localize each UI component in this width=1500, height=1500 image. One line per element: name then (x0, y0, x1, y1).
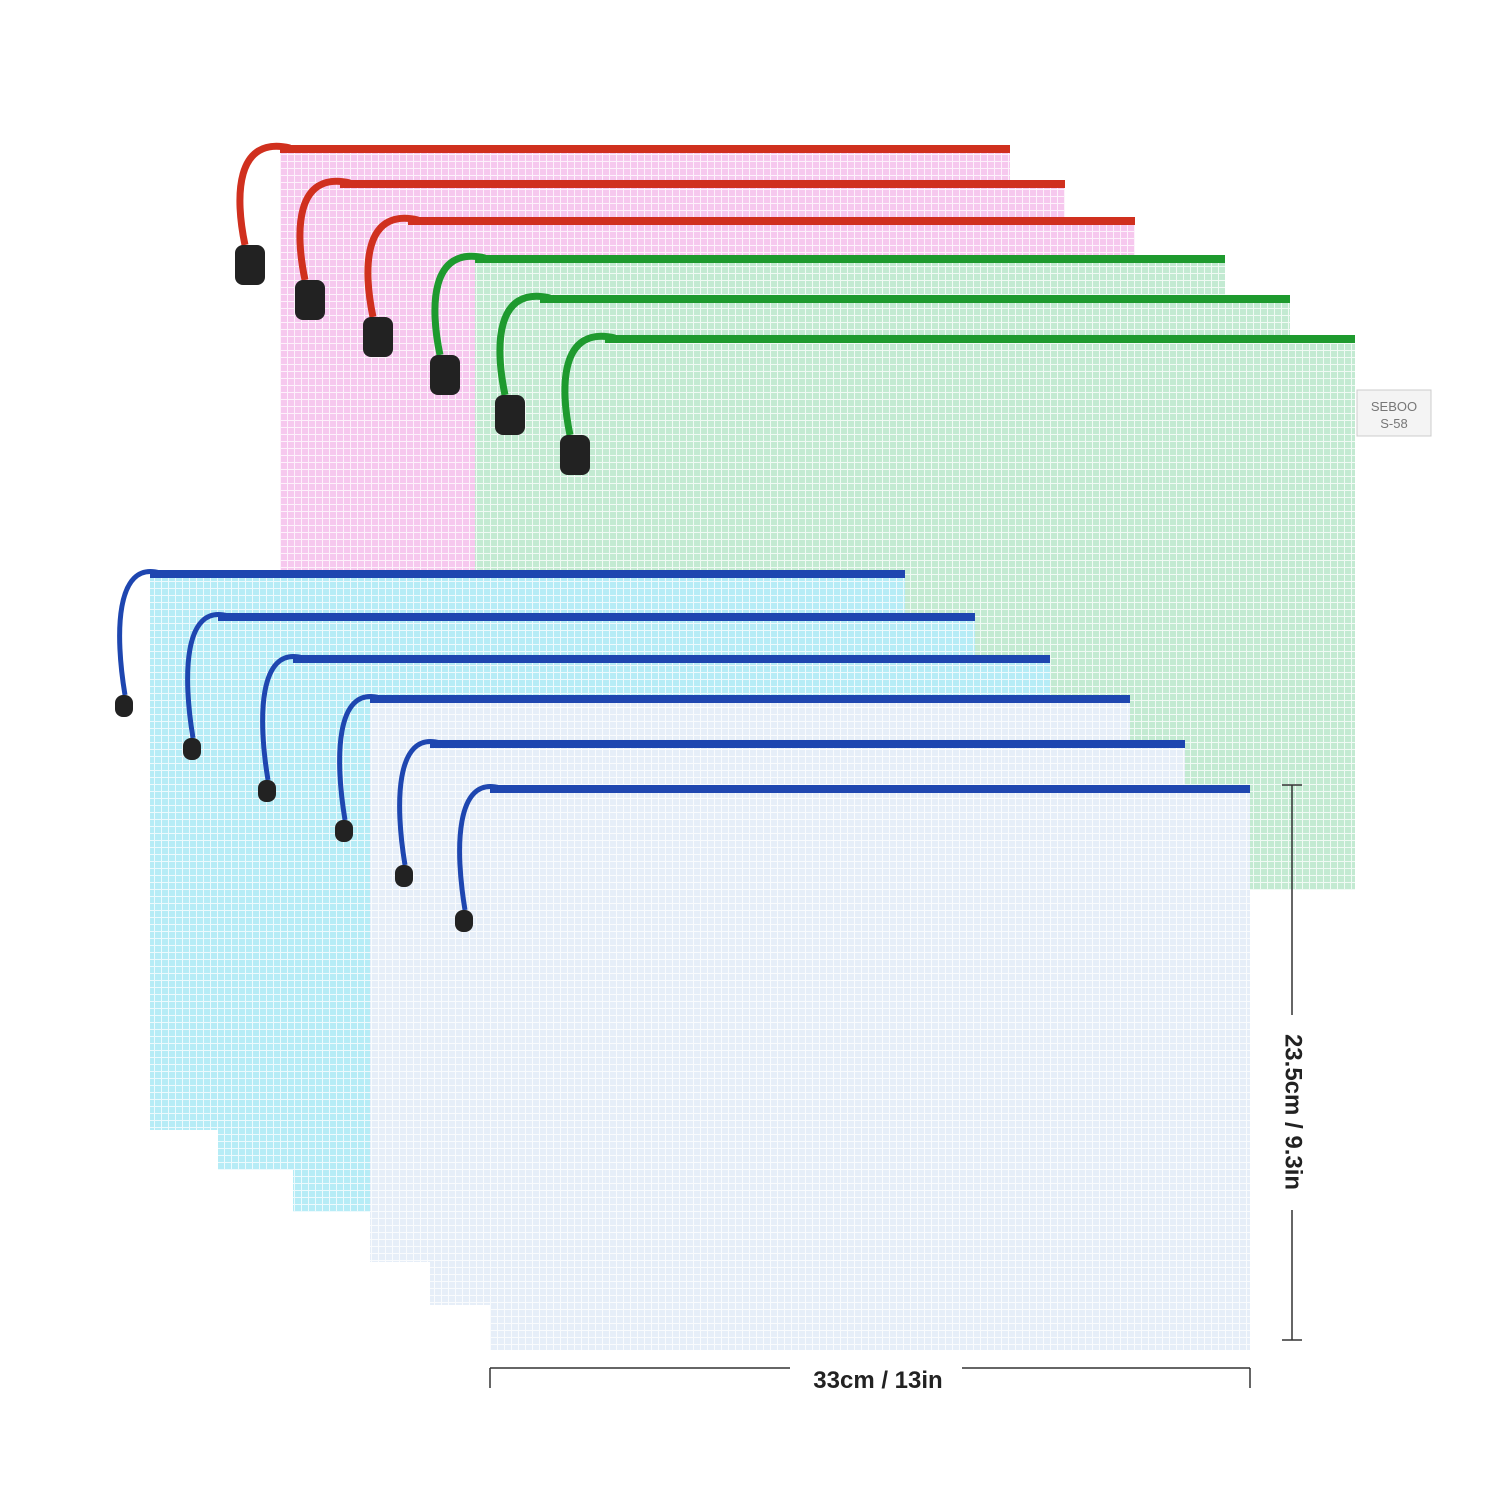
zipper-cord (431, 252, 486, 356)
zipper-tab (495, 395, 525, 435)
bag-mesh (490, 790, 1250, 1350)
zipper (340, 180, 1065, 188)
zipper-tab (455, 910, 473, 932)
label-tag (1356, 389, 1432, 437)
zipper-cord (117, 569, 161, 696)
zipper (490, 785, 1250, 793)
zipper-tab (395, 865, 413, 887)
zipper-tab (235, 245, 265, 285)
zipper-tab (363, 317, 393, 357)
zipper-cord (364, 214, 419, 318)
zipper (408, 217, 1135, 225)
zipper (605, 335, 1355, 343)
brand-label: SEBOO S-58 (1356, 389, 1432, 437)
bags (115, 142, 1355, 1350)
zipper (218, 613, 975, 621)
zipper (430, 740, 1185, 748)
zipper-cord (561, 332, 616, 436)
model-text: S-58 (1380, 416, 1407, 431)
zipper-cord (397, 739, 441, 866)
zipper-cord (457, 784, 501, 911)
zipper (475, 255, 1225, 263)
zipper-cord (236, 142, 291, 246)
zipper (280, 145, 1010, 153)
width-label: 33cm / 13in (813, 1367, 942, 1394)
height-dimension (1282, 784, 1302, 1341)
zipper (150, 570, 905, 578)
zipper-tab (335, 820, 353, 842)
zipper-tab (183, 738, 201, 760)
zipper-tab (258, 780, 276, 802)
zipper-tab (115, 695, 133, 717)
zipper-tab (560, 435, 590, 475)
height-label: 23.5cm / 9.3in (1280, 1034, 1307, 1190)
zipper-cord (260, 654, 304, 781)
zipper-tab (430, 355, 460, 395)
zipper-tab (295, 280, 325, 320)
zipper (293, 655, 1050, 663)
zipper (370, 695, 1130, 703)
width-dimension (489, 1367, 1251, 1388)
zipper-cord (337, 694, 381, 821)
zipper (540, 295, 1290, 303)
brand-text: SEBOO (1371, 399, 1417, 414)
zipper-cord (185, 612, 229, 739)
zipper-cord (296, 177, 351, 281)
zipper-cord (496, 292, 551, 396)
